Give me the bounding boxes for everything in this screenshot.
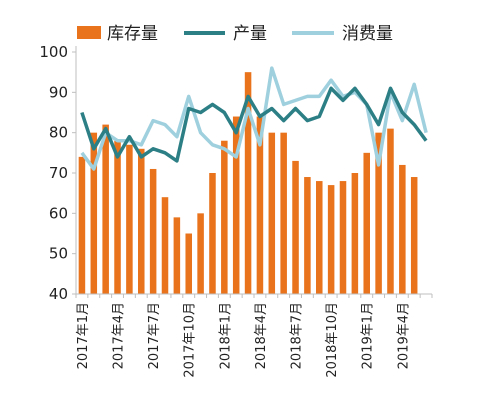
inventory-bar [232, 116, 240, 295]
inventory-bar [78, 156, 86, 294]
inventory-bar [221, 140, 228, 294]
inventory-bar [102, 124, 109, 294]
y-tick-label: 50 [49, 245, 68, 263]
inventory-bar [280, 132, 287, 294]
inventory-bar [90, 132, 98, 294]
inventory-bar [185, 233, 192, 294]
x-tick-label: 2018年10月 [325, 302, 340, 378]
inventory-bar [197, 213, 204, 294]
inventory-bar [126, 144, 133, 294]
consumption-line [80, 66, 428, 171]
inventory-bar [149, 168, 157, 294]
y-tick-label: 40 [49, 285, 68, 303]
x-tick-label: 2017年10月 [183, 302, 198, 378]
inventory-bar [399, 164, 406, 294]
inventory-bar [351, 173, 359, 294]
production-line [80, 86, 428, 163]
inventory-bar [173, 217, 181, 294]
inventory-bar [114, 140, 121, 294]
inventory-bar [327, 185, 335, 294]
y-tick-label: 100 [39, 43, 68, 61]
y-tick-label: 90 [49, 83, 68, 101]
y-tick-label: 80 [49, 124, 68, 142]
inventory-bar [138, 148, 145, 294]
x-tick-label: 2017年1月 [76, 302, 91, 369]
x-tick-label: 2019年1月 [361, 302, 376, 369]
y-tick-label: 60 [49, 204, 68, 222]
legend-swatch-inventory [77, 26, 101, 39]
x-axis: 2017年1月 2017年4月 2017年7月 2017年10月 2018年1月 2018… [75, 293, 433, 378]
inventory-bar [256, 116, 264, 295]
legend-label-inventory: 库存量 [107, 24, 158, 44]
x-tick-label: 2017年7月 [147, 302, 162, 369]
inventory-bar [209, 173, 216, 294]
inventory-bar [375, 132, 382, 294]
inventory-bar [292, 160, 299, 294]
bars [78, 72, 418, 295]
inventory-bar [387, 128, 394, 294]
inventory-bar [316, 181, 323, 294]
y-tick-label: 70 [49, 164, 68, 182]
x-tick-label: 2019年4月 [396, 302, 411, 369]
x-tick-label: 2018年7月 [290, 302, 305, 369]
inventory-bar [410, 177, 418, 294]
x-tick-label: 2018年4月 [254, 302, 269, 369]
inventory-bar [304, 177, 311, 294]
legend: 库存量 产量 消费量 [77, 24, 393, 44]
x-tick-label: 2018年1月 [218, 302, 233, 369]
x-tick-label: 2017年4月 [112, 302, 127, 369]
inventory-bar [161, 197, 169, 294]
legend-label-production: 产量 [233, 24, 267, 44]
legend-label-consumption: 消费量 [342, 24, 393, 44]
inventory-bar [244, 72, 252, 295]
inventory-bar [339, 181, 347, 294]
y-axis: 40 50 60 70 80 90 100 [39, 43, 77, 303]
inventory-bar [363, 152, 370, 294]
inventory-bar [268, 132, 276, 294]
series-lines [80, 66, 428, 171]
